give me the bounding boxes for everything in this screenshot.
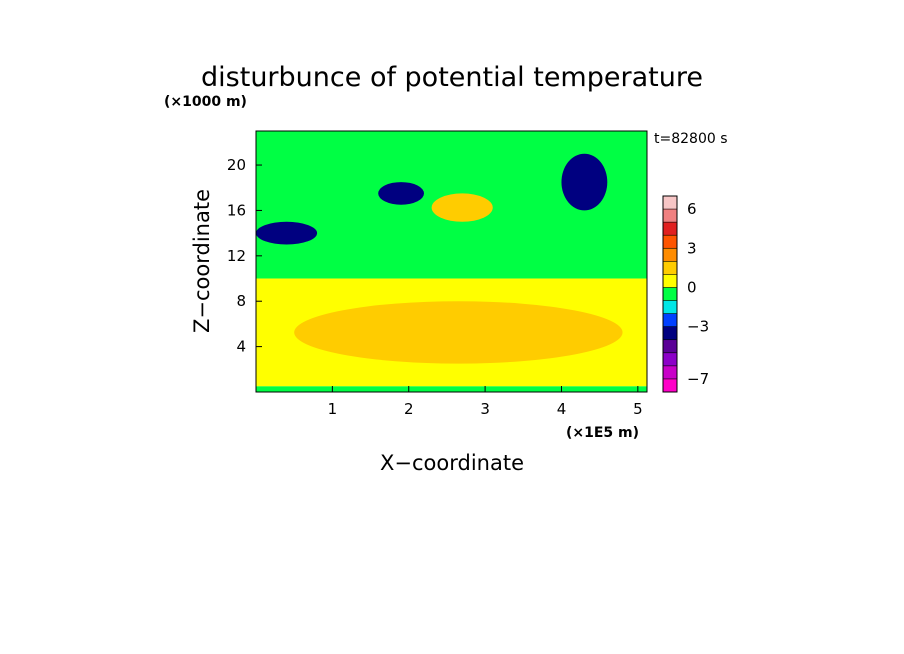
time-label: t=82800 s [654, 131, 728, 147]
colorbar-swatch [663, 235, 677, 249]
colorbar-swatch [663, 261, 677, 275]
y-tick-label: 4 [236, 338, 246, 356]
colorbar-tick-label: 6 [687, 200, 697, 218]
colorbar-swatch [663, 209, 677, 223]
colorbar-swatch [663, 339, 677, 354]
colorbar-swatch [663, 313, 677, 328]
x-axis-ticks: 1 2 3 4 5 [328, 386, 643, 418]
colorbar-tick-label: 0 [687, 278, 697, 296]
region-warm-anomaly-upper-mid [431, 193, 493, 222]
colorbar-tick-label: 3 [687, 239, 697, 257]
colorbar-swatch [663, 365, 677, 380]
colorbar: 6 3 0 −3 −7 [662, 195, 709, 393]
plot-frame [255, 130, 648, 393]
region-lower-orange-core [294, 301, 623, 364]
colorbar-swatch [663, 248, 677, 262]
region-ground-strip [256, 386, 647, 392]
colorbar-swatch [663, 287, 677, 302]
y-tick-label: 16 [227, 201, 246, 219]
temperature-field [256, 131, 647, 392]
colorbar-swatch [663, 222, 677, 236]
region-cold-streak-right [561, 153, 608, 211]
x-tick-label: 5 [633, 400, 643, 418]
colorbar-frame [662, 195, 678, 393]
y-axis-ticks: 4 8 12 16 20 [227, 156, 262, 356]
x-axis-label: X−coordinate [380, 451, 524, 475]
x-tick-label: 1 [328, 400, 338, 418]
colorbar-swatch [663, 300, 677, 315]
region-cold-band-left [256, 221, 318, 245]
colorbar-swatch [663, 274, 677, 288]
x-tick-label: 4 [557, 400, 567, 418]
y-axis-unit: (×1000 m) [164, 94, 247, 110]
y-tick-label: 20 [227, 156, 246, 174]
colorbar-swatch [663, 326, 677, 341]
x-tick-label: 2 [404, 400, 414, 418]
x-axis-unit: (×1E5 m) [566, 425, 639, 441]
y-tick-label: 8 [236, 292, 246, 310]
colorbar-swatch [663, 352, 677, 367]
x-tick-label: 3 [480, 400, 490, 418]
colorbar-tick-label: −3 [687, 318, 709, 336]
chart-title: disturbunce of potential temperature [201, 62, 703, 93]
colorbar-swatch [663, 196, 677, 210]
y-axis-label: Z−coordinate [190, 189, 214, 333]
region-cold-streak-mid [378, 182, 425, 205]
colorbar-swatch [663, 378, 677, 393]
colorbar-tick-label: −7 [687, 370, 709, 388]
y-tick-label: 12 [227, 247, 246, 265]
